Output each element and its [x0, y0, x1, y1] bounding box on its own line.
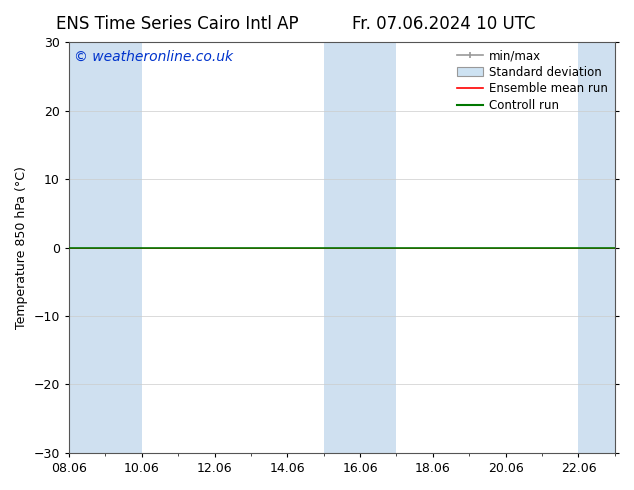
Legend: min/max, Standard deviation, Ensemble mean run, Controll run: min/max, Standard deviation, Ensemble me… — [452, 45, 612, 117]
Text: ENS Time Series Cairo Intl AP: ENS Time Series Cairo Intl AP — [56, 15, 299, 33]
Bar — [578, 42, 615, 453]
Y-axis label: Temperature 850 hPa (°C): Temperature 850 hPa (°C) — [15, 166, 28, 329]
Text: © weatheronline.co.uk: © weatheronline.co.uk — [74, 50, 233, 64]
Text: Fr. 07.06.2024 10 UTC: Fr. 07.06.2024 10 UTC — [352, 15, 536, 33]
Bar — [324, 42, 396, 453]
Bar — [69, 42, 142, 453]
